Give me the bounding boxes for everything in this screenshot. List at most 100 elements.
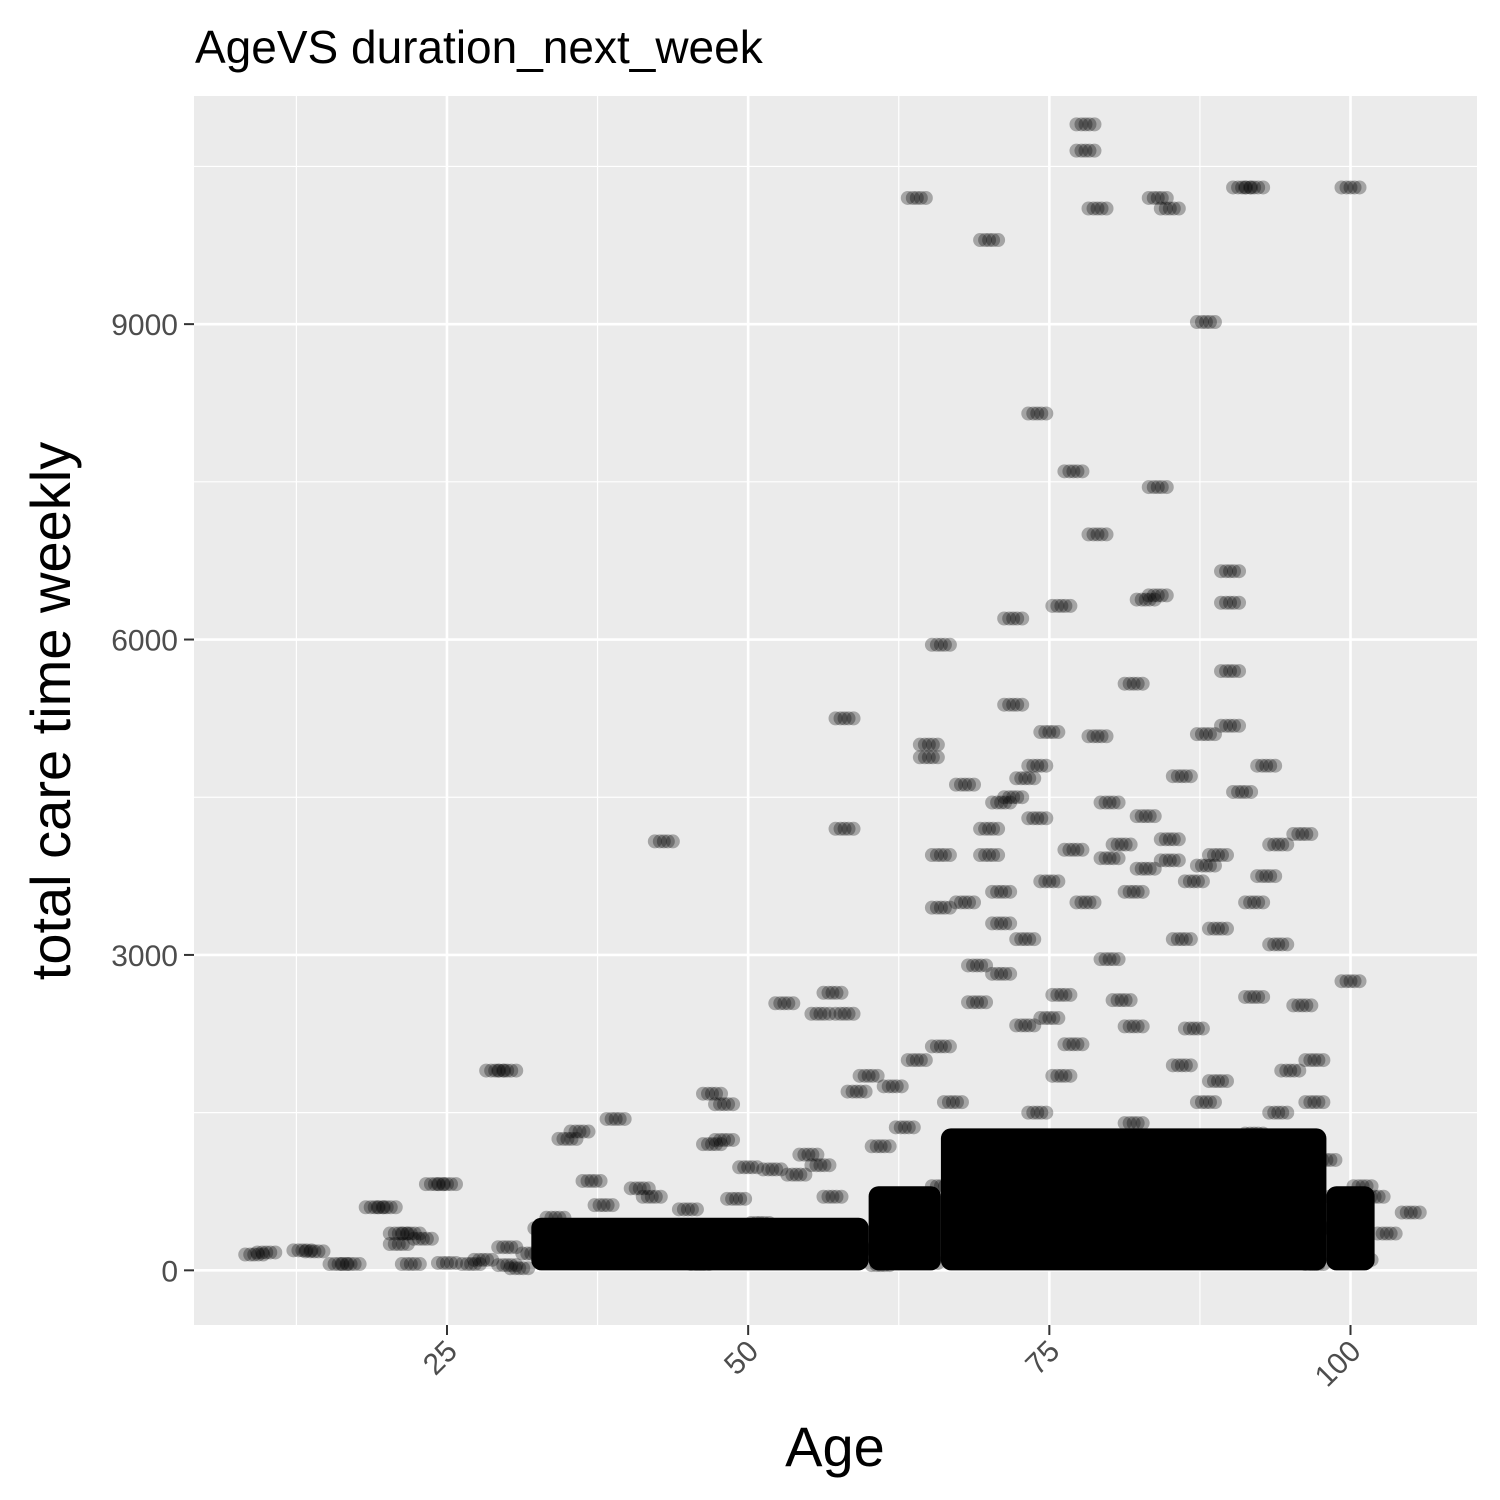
data-point — [436, 1177, 451, 1192]
data-point — [825, 1189, 840, 1204]
data-point — [858, 1084, 873, 1099]
data-point — [1280, 1105, 1295, 1120]
data-point — [624, 1254, 639, 1269]
data-point — [997, 697, 1012, 712]
data-point — [1165, 1058, 1180, 1073]
data-point — [869, 1139, 884, 1154]
data-point — [870, 1242, 885, 1257]
data-point — [929, 848, 944, 863]
data-point — [774, 1247, 789, 1262]
data-point — [737, 1231, 752, 1246]
data-point — [604, 1111, 619, 1126]
data-point — [1135, 1019, 1150, 1034]
data-point — [930, 1255, 945, 1270]
data-point — [1021, 1105, 1036, 1120]
data-point — [286, 1243, 301, 1258]
data-point — [998, 884, 1013, 899]
data-point — [1021, 758, 1036, 773]
data-point — [762, 1216, 777, 1231]
data-point — [1227, 595, 1242, 610]
data-point — [563, 1124, 578, 1139]
data-point — [966, 995, 981, 1010]
data-point — [1057, 842, 1072, 857]
data-point — [1388, 1226, 1403, 1241]
data-point — [1030, 406, 1045, 421]
data-point — [1207, 727, 1222, 742]
data-point — [1262, 937, 1277, 952]
data-point — [683, 1231, 698, 1246]
data-point — [834, 1189, 849, 1204]
data-point — [524, 1246, 539, 1261]
data-point — [1015, 790, 1030, 805]
data-point — [841, 821, 856, 836]
data-point — [942, 1039, 957, 1054]
data-point — [933, 848, 948, 863]
data-point — [1207, 858, 1222, 873]
data-point — [1002, 611, 1017, 626]
data-point — [1256, 989, 1271, 1004]
data-point — [515, 1246, 530, 1261]
data-point — [1138, 592, 1153, 607]
data-point — [403, 1257, 418, 1272]
data-point — [958, 1137, 973, 1152]
data-point — [358, 1200, 373, 1215]
data-point — [1251, 989, 1266, 1004]
data-point — [608, 1111, 623, 1126]
data-point — [1142, 592, 1157, 607]
data-point — [1066, 464, 1081, 479]
data-point — [905, 1053, 920, 1068]
data-point — [1280, 837, 1295, 852]
data-point — [958, 895, 973, 910]
data-point — [1251, 1126, 1266, 1141]
data-point — [611, 1254, 626, 1269]
data-point — [756, 1162, 771, 1177]
data-point — [548, 1210, 563, 1225]
data-point — [1239, 180, 1254, 195]
data-point — [556, 1231, 571, 1246]
data-point — [1226, 180, 1241, 195]
data-point — [942, 1179, 957, 1194]
data-point — [861, 1068, 876, 1083]
data-point — [945, 1095, 960, 1110]
data-point — [1158, 1244, 1173, 1259]
data-point — [991, 821, 1006, 836]
data-point — [1099, 729, 1114, 744]
data-point — [391, 1226, 406, 1241]
data-point — [1364, 1252, 1379, 1267]
data-point — [1015, 611, 1030, 626]
data-point — [918, 190, 933, 205]
data-point — [1340, 1189, 1355, 1204]
data-point — [701, 1257, 716, 1272]
data-point — [379, 1200, 394, 1215]
data-point — [1247, 895, 1262, 910]
data-point — [247, 1247, 262, 1262]
data-point — [1343, 1237, 1358, 1252]
data-point — [894, 1200, 909, 1215]
data-point — [961, 958, 976, 973]
y-tick-label: 3000 — [111, 940, 178, 973]
data-point — [1178, 1147, 1193, 1162]
data-point — [1106, 851, 1121, 866]
data-point — [726, 1097, 741, 1112]
data-point — [527, 1221, 542, 1236]
data-point — [1304, 998, 1319, 1013]
data-point — [1058, 1231, 1073, 1246]
data-point — [1138, 809, 1153, 824]
data-point — [1186, 1021, 1201, 1036]
data-point — [865, 1068, 880, 1083]
data-point — [1159, 190, 1174, 205]
data-point — [295, 1243, 310, 1258]
data-point — [1311, 1257, 1326, 1272]
data-point — [1066, 1252, 1081, 1267]
data-point — [1238, 180, 1253, 195]
data-point — [905, 190, 920, 205]
data-point — [1162, 832, 1177, 847]
data-point — [1003, 966, 1018, 981]
data-point — [1146, 1168, 1161, 1183]
data-point — [620, 1254, 635, 1269]
data-point — [1078, 1137, 1093, 1152]
data-point — [1198, 858, 1213, 873]
data-point — [1210, 1074, 1225, 1089]
data-point — [1207, 315, 1222, 330]
